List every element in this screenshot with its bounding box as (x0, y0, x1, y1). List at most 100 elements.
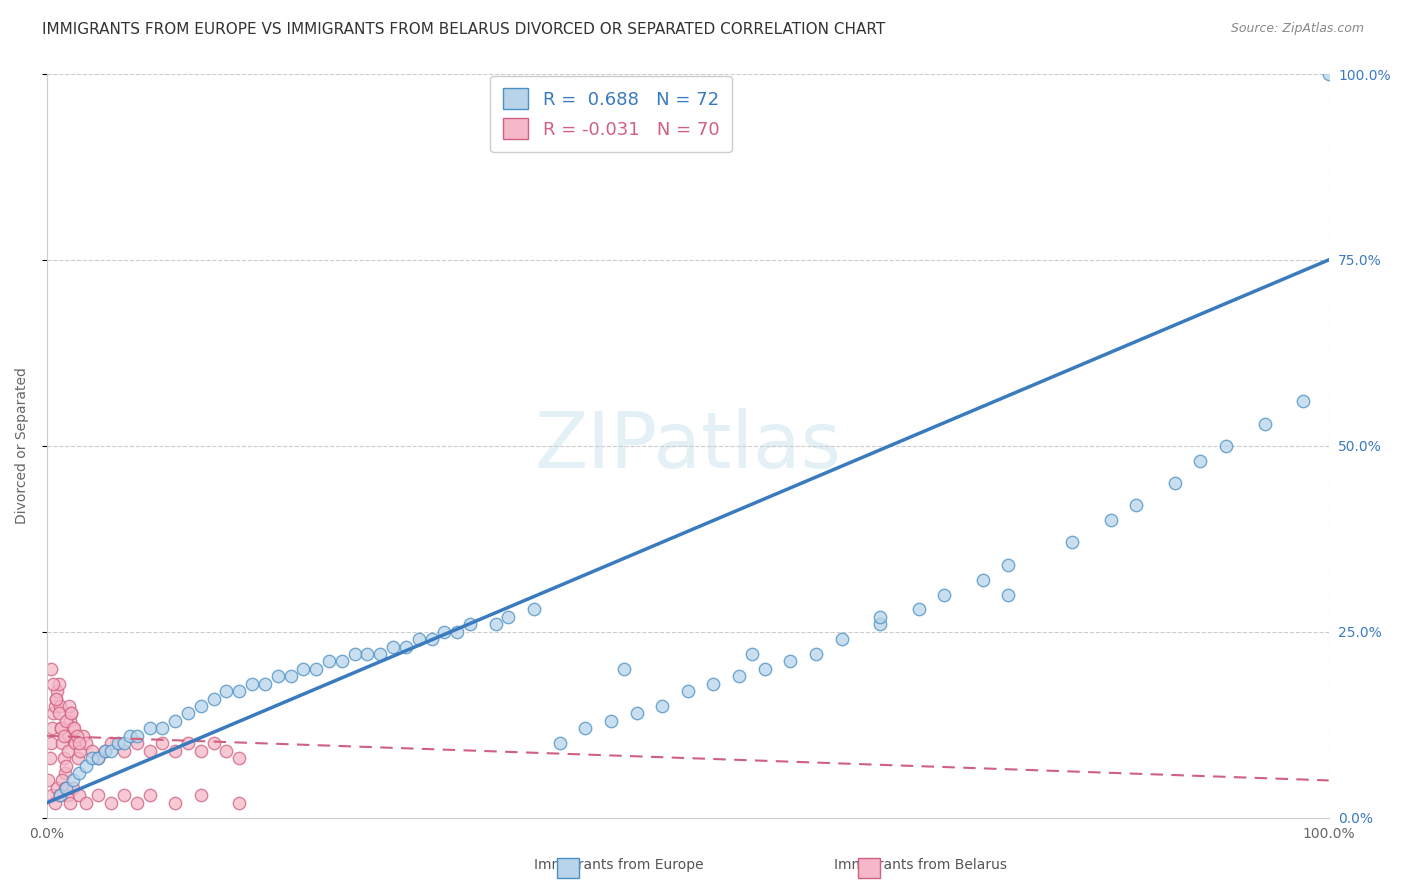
Point (100, 796, 122, 810)
Point (72, 729, 94, 743)
Point (228, 796, 250, 810)
Point (125, 736, 148, 750)
Point (165, 796, 187, 810)
Point (318, 655, 340, 669)
Point (934, 588, 956, 602)
Point (138, 722, 160, 736)
Point (548, 736, 571, 750)
Point (458, 617, 481, 632)
Point (1164, 475, 1187, 490)
Point (651, 699, 673, 714)
Point (779, 655, 801, 669)
Point (1189, 453, 1212, 467)
Point (52, 751, 75, 765)
Point (80, 744, 103, 758)
Point (305, 662, 328, 676)
Point (62, 773, 84, 788)
Text: ZIPatlas: ZIPatlas (534, 408, 841, 483)
Point (165, 744, 187, 758)
Point (997, 588, 1019, 602)
Point (62, 722, 84, 736)
Point (55, 714, 77, 728)
Point (53, 780, 76, 795)
Point (997, 558, 1019, 572)
Point (48, 706, 70, 721)
Point (190, 789, 212, 803)
Point (75, 796, 97, 810)
Point (1292, 394, 1315, 409)
Point (42, 677, 65, 691)
Point (87, 751, 110, 765)
Point (67, 789, 90, 803)
Point (62, 780, 84, 795)
Point (44, 699, 66, 714)
Point (56, 744, 79, 758)
Point (46, 684, 69, 698)
Point (395, 640, 418, 654)
Point (44, 796, 66, 810)
Point (112, 736, 135, 750)
Point (676, 684, 699, 698)
Point (120, 729, 142, 743)
Point (51, 736, 73, 750)
Point (59, 714, 82, 728)
Point (356, 647, 378, 661)
Point (67, 766, 90, 780)
Point (59, 796, 82, 810)
Point (498, 610, 520, 624)
Point (42, 706, 65, 721)
Point (1215, 439, 1237, 453)
Point (292, 662, 315, 676)
Point (831, 632, 853, 647)
Point (55, 780, 77, 795)
Point (125, 729, 148, 743)
Point (754, 662, 776, 676)
Point (267, 669, 290, 683)
Point (39, 662, 62, 676)
Point (66, 751, 89, 765)
Point (138, 744, 160, 758)
Y-axis label: Divorced or Separated: Divorced or Separated (15, 368, 30, 524)
Point (93, 744, 115, 758)
Point (702, 677, 724, 691)
Point (420, 632, 443, 647)
Point (49, 699, 72, 714)
Text: Immigrants from Belarus: Immigrants from Belarus (834, 858, 1008, 872)
Point (46, 780, 69, 795)
Point (1317, 67, 1340, 81)
Point (100, 736, 122, 750)
Point (1125, 498, 1147, 512)
Point (613, 662, 636, 676)
Point (446, 624, 468, 639)
Point (52, 729, 75, 743)
Point (177, 706, 200, 721)
Point (49, 722, 72, 736)
Point (58, 699, 80, 714)
Point (49, 789, 72, 803)
Point (65, 729, 87, 743)
Text: Immigrants from Europe: Immigrants from Europe (534, 858, 703, 872)
Point (49, 789, 72, 803)
Point (907, 602, 929, 616)
Point (125, 796, 148, 810)
Point (574, 722, 596, 736)
Point (60, 706, 83, 721)
Point (368, 647, 391, 661)
Point (51, 773, 73, 788)
Point (343, 647, 366, 661)
Point (112, 789, 135, 803)
Point (484, 617, 506, 632)
Point (728, 669, 751, 683)
Point (165, 714, 187, 728)
Point (80, 751, 103, 765)
Point (45, 691, 67, 706)
Point (100, 744, 122, 758)
Text: IMMIGRANTS FROM EUROPE VS IMMIGRANTS FROM BELARUS DIVORCED OR SEPARATED CORRELAT: IMMIGRANTS FROM EUROPE VS IMMIGRANTS FRO… (42, 22, 886, 37)
Point (1062, 535, 1084, 549)
Point (152, 722, 174, 736)
Point (56, 789, 79, 803)
Point (75, 736, 97, 750)
Point (869, 610, 891, 624)
Point (228, 751, 250, 765)
Point (804, 647, 827, 661)
